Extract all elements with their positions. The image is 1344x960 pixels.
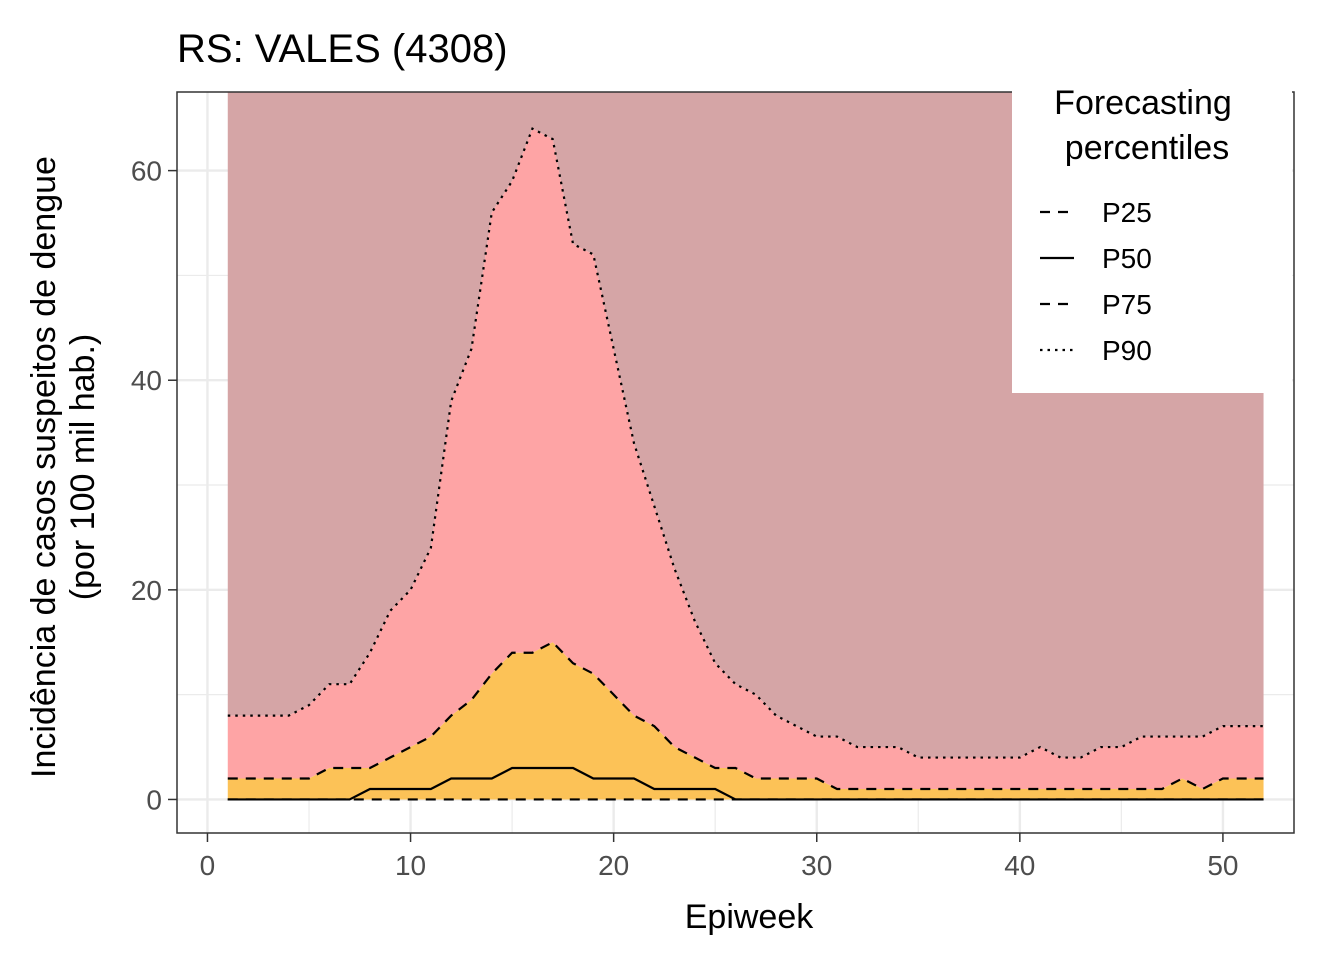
band-above-p90 — [227, 92, 1264, 758]
y-axis-label-line-2: (por 100 mil hab.) — [64, 334, 102, 600]
legend: Forecasting percentiles P25 P50 P75 P90 — [1012, 80, 1292, 393]
series-line-p50 — [227, 766, 1264, 801]
y-tick-label: 40 — [131, 365, 162, 396]
legend-label-p90: P90 — [1102, 335, 1152, 366]
percentile-lines — [227, 127, 1264, 801]
x-tick-label: 40 — [1004, 850, 1035, 881]
x-tick-label: 20 — [598, 850, 629, 881]
y-tick-label: 60 — [131, 156, 162, 187]
x-tick-label: 0 — [200, 850, 216, 881]
plot-panel-border — [176, 91, 1295, 834]
y-tick-label: 0 — [146, 784, 162, 815]
legend-background — [1012, 80, 1292, 393]
y-axis: 0 20 40 60 — [131, 156, 177, 815]
legend-label-p50: P50 — [1102, 243, 1152, 274]
legend-keys: P25 P50 P75 P90 — [1040, 197, 1152, 366]
x-axis: 0 10 20 30 40 50 — [200, 833, 1238, 881]
band-p75-p90 — [227, 128, 1264, 789]
y-axis-label: Incidência de casos suspeitos de dengue … — [25, 156, 102, 778]
x-axis-label: Epiweek — [685, 898, 815, 936]
legend-label-p75: P75 — [1102, 289, 1152, 320]
y-axis-label-line-1: Incidência de casos suspeitos de dengue — [25, 156, 63, 778]
series-line-p75 — [227, 640, 1264, 791]
legend-title-line-1: Forecasting — [1054, 84, 1232, 122]
x-tick-label: 30 — [801, 850, 832, 881]
legend-label-p25: P25 — [1102, 197, 1152, 228]
x-tick-label: 10 — [395, 850, 426, 881]
legend-title-line-2: percentiles — [1065, 129, 1229, 167]
x-tick-label: 50 — [1207, 850, 1238, 881]
chart-title: RS: VALES (4308) — [177, 27, 508, 71]
y-tick-label: 20 — [131, 575, 162, 606]
